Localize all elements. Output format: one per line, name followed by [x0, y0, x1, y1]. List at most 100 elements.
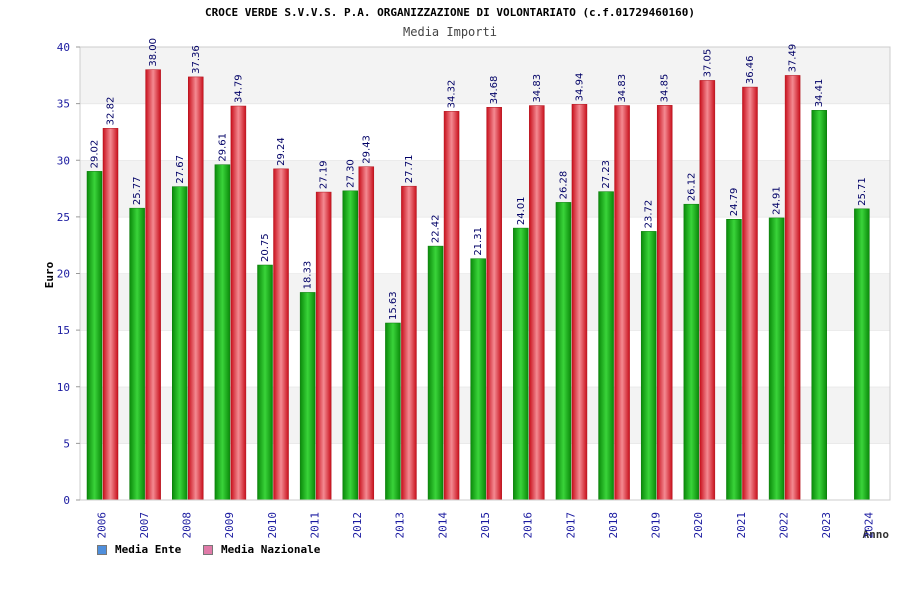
- bar-media-ente: [427, 245, 444, 501]
- data-label-media-ente: 27.30: [345, 159, 356, 188]
- bar-media-nazionale: [401, 185, 417, 501]
- legend-swatch-media-nazionale: [203, 544, 213, 555]
- x-tick-label: 2016: [522, 512, 535, 539]
- bar-media-nazionale: [571, 104, 588, 501]
- data-label-media-ente: 20.75: [260, 233, 271, 262]
- bar-media-ente: [470, 258, 486, 501]
- bar-media-nazionale: [784, 75, 801, 501]
- bar-media-nazionale: [230, 105, 247, 501]
- data-label-media-nazionale: 34.94: [574, 73, 585, 102]
- data-label-media-ente: 34.41: [814, 79, 825, 108]
- bar-media-ente: [385, 322, 401, 501]
- x-tick-label: 2009: [223, 512, 236, 539]
- x-tick-label: 2017: [564, 512, 577, 539]
- data-label-media-nazionale: 37.36: [191, 45, 202, 74]
- y-tick-label: 5: [63, 437, 70, 450]
- x-tick-label: 2021: [735, 512, 748, 539]
- y-tick-label: 10: [57, 381, 70, 394]
- bar-media-nazionale: [742, 86, 758, 501]
- bar-media-nazionale: [273, 168, 289, 501]
- chart-title: CROCE VERDE S.V.V.S. P.A. ORGANIZZAZIONE…: [204, 6, 696, 19]
- bar-media-ente: [683, 203, 700, 501]
- y-tick-label: 15: [57, 324, 70, 337]
- y-tick-label: 35: [57, 98, 70, 111]
- data-label-media-nazionale: 34.79: [233, 74, 244, 103]
- bar-media-nazionale: [486, 106, 502, 501]
- data-label-media-ente: 24.91: [772, 186, 783, 215]
- bar-media-ente: [640, 231, 657, 501]
- x-tick-label: 2006: [95, 512, 108, 539]
- data-label-media-ente: 29.02: [90, 140, 101, 169]
- bar-media-nazionale: [145, 69, 161, 501]
- data-label-media-nazionale: 37.49: [788, 44, 799, 73]
- bar-media-ente: [342, 190, 359, 501]
- data-label-media-ente: 24.01: [516, 196, 527, 225]
- bar-media-ente: [86, 171, 103, 501]
- data-label-media-nazionale: 36.46: [745, 55, 756, 84]
- bar-media-ente: [513, 227, 529, 501]
- y-tick-label: 30: [57, 154, 70, 167]
- legend-item-media-ente: Media Ente: [97, 543, 181, 556]
- data-label-media-ente: 26.28: [558, 171, 569, 200]
- data-label-media-nazionale: 38.00: [148, 38, 159, 67]
- bar-media-ente: [299, 292, 316, 501]
- x-tick-label: 2013: [394, 512, 407, 539]
- bar-media-ente: [555, 202, 572, 501]
- data-label-media-ente: 22.42: [431, 214, 442, 243]
- data-label-media-nazionale: 27.71: [404, 155, 415, 184]
- data-label-media-ente: 18.33: [303, 261, 314, 290]
- y-tick-label: 40: [57, 41, 70, 54]
- bar-media-nazionale: [358, 166, 375, 501]
- bar-media-nazionale: [188, 76, 204, 501]
- bar-media-nazionale: [102, 128, 119, 501]
- data-label-media-ente: 27.67: [175, 155, 186, 184]
- bar-media-ente: [854, 208, 870, 501]
- data-label-media-ente: 23.72: [644, 200, 655, 229]
- x-tick-label: 2024: [863, 512, 876, 539]
- bar-media-nazionale: [529, 105, 545, 501]
- x-tick-label: 2011: [308, 512, 321, 539]
- data-label-media-nazionale: 29.24: [276, 137, 287, 166]
- data-label-media-ente: 27.23: [601, 160, 612, 189]
- x-tick-label: 2007: [138, 512, 151, 539]
- bar-media-ente: [811, 110, 827, 501]
- x-tick-label: 2018: [607, 512, 620, 539]
- data-label-media-ente: 25.77: [132, 177, 143, 206]
- bar-media-nazionale: [656, 105, 673, 501]
- legend-label-media-ente: Media Ente: [115, 543, 182, 556]
- data-label-media-nazionale: 32.82: [106, 97, 117, 126]
- bar-media-nazionale: [614, 105, 630, 501]
- data-label-media-nazionale: 34.68: [489, 76, 500, 105]
- x-tick-label: 2014: [436, 512, 449, 539]
- data-label-media-ente: 29.61: [217, 133, 228, 162]
- x-tick-label: 2020: [692, 512, 705, 539]
- data-label-media-nazionale: 34.85: [660, 74, 671, 103]
- bar-media-ente: [129, 207, 145, 501]
- x-tick-label: 2012: [351, 512, 364, 539]
- data-label-media-nazionale: 34.32: [447, 80, 458, 109]
- x-tick-label: 2019: [650, 512, 663, 539]
- x-tick-label: 2015: [479, 512, 492, 539]
- data-label-media-nazionale: 34.83: [617, 74, 628, 103]
- y-tick-label: 0: [63, 494, 70, 507]
- bar-media-ente: [257, 264, 273, 501]
- data-label-media-nazionale: 27.19: [319, 160, 330, 189]
- data-label-media-ente: 26.12: [686, 173, 697, 202]
- bar-media-ente: [768, 217, 785, 501]
- bar-media-nazionale: [699, 80, 716, 501]
- bar-media-ente: [214, 164, 231, 501]
- legend-label-media-nazionale: Media Nazionale: [221, 543, 321, 556]
- data-label-media-ente: 25.71: [857, 177, 868, 206]
- x-tick-label: 2022: [777, 512, 790, 539]
- x-tick-label: 2008: [181, 512, 194, 539]
- x-tick-label: 2023: [820, 512, 833, 539]
- legend-swatch-media-ente: [97, 544, 107, 555]
- bar-media-ente: [598, 191, 614, 501]
- data-label-media-ente: 21.31: [473, 227, 484, 256]
- bar-media-ente: [726, 219, 742, 501]
- chart-subtitle: Media Importi: [403, 25, 497, 39]
- data-label-media-ente: 24.79: [729, 188, 740, 217]
- data-label-media-nazionale: 29.43: [361, 135, 372, 164]
- x-axis-label: Anno: [863, 528, 890, 541]
